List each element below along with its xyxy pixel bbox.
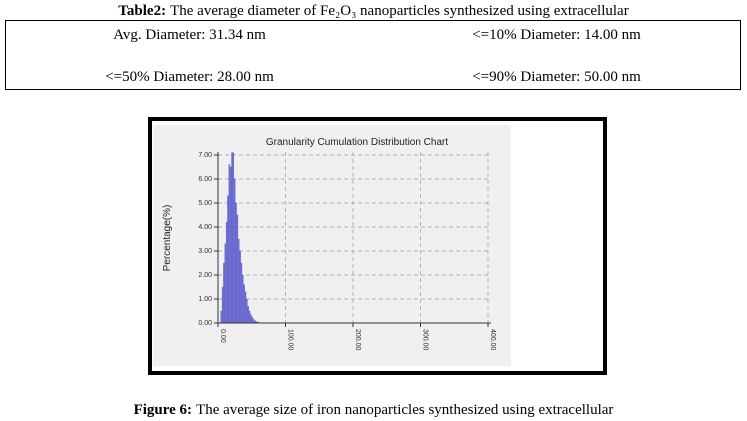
table-cell: <=10% Diameter: 14.00 nm	[472, 27, 641, 43]
bar	[252, 319, 255, 324]
bar	[234, 178, 236, 324]
bar	[251, 316, 253, 324]
bar	[221, 286, 224, 324]
x-tick-label: 0.00	[219, 329, 226, 343]
bar	[242, 274, 244, 324]
bar	[238, 238, 240, 324]
y-tick-label: 1.00	[198, 296, 212, 303]
bar	[235, 202, 237, 324]
bar	[243, 284, 245, 324]
bar	[223, 262, 225, 324]
table-caption: Table2: The average diameter of Fe₂O₃ nan…	[0, 3, 747, 20]
y-tick-label: 2.00	[198, 272, 212, 279]
table: Avg. Diameter: 31.34 nm <=10% Diameter: …	[5, 20, 741, 90]
y-tick-label: 3.00	[198, 248, 212, 255]
bar	[224, 243, 226, 324]
bar	[220, 310, 222, 324]
y-tick-label: 4.00	[198, 224, 212, 231]
bar	[232, 152, 235, 324]
bar	[227, 195, 229, 324]
bar	[240, 262, 243, 324]
chart-background	[153, 125, 511, 366]
bar	[231, 152, 233, 324]
table-cell: Avg. Diameter: 31.34 nm	[113, 27, 266, 43]
y-tick-label: 6.00	[198, 176, 212, 183]
x-tick-label: 400.00	[489, 329, 496, 351]
bar	[246, 298, 248, 324]
table-cell: <=90% Diameter: 50.00 nm	[472, 69, 641, 85]
caption-text: The average size of iron nanoparticles s…	[196, 402, 614, 418]
bar	[236, 214, 239, 324]
bar	[225, 222, 228, 324]
bar	[250, 314, 252, 324]
caption-label: Figure 6:	[133, 402, 193, 418]
chart-title: Granularity Cumulation Distribution Char…	[266, 137, 449, 148]
x-tick-label: 100.00	[287, 329, 294, 351]
y-tick-label: 0.00	[198, 320, 212, 327]
figure-caption: Figure 6: The average size of iron nanopa…	[0, 402, 747, 419]
bar	[230, 166, 232, 324]
bar	[248, 310, 251, 324]
x-tick-label: 200.00	[354, 329, 361, 351]
x-tick-label: 300.00	[422, 329, 429, 351]
figure: Granularity Cumulation Distribution Char…	[148, 117, 607, 375]
bar	[228, 164, 231, 324]
caption-label: Table2:	[118, 3, 167, 19]
bar	[244, 291, 247, 324]
y-axis-label: Percentage(%)	[162, 205, 173, 272]
bar	[247, 306, 249, 324]
bar	[239, 250, 241, 324]
y-tick-label: 5.00	[198, 200, 212, 207]
caption-text: The average diameter of Fe₂O₃ nanopartic…	[170, 3, 629, 19]
table-cell: <=50% Diameter: 28.00 nm	[105, 69, 274, 85]
y-tick-label: 7.00	[198, 152, 212, 159]
